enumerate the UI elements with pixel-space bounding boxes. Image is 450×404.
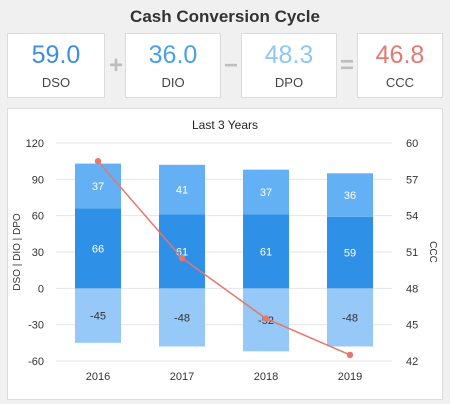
y-tick-label: 120 [26,138,44,150]
ccc-point [178,254,186,262]
bar-dio [243,169,289,215]
y-tick-label: -60 [28,356,44,368]
kpi-value: 59.0 [31,41,81,69]
minus-operator: − [223,52,238,79]
kpi-card-ccc: 46.8 CCC [357,33,443,98]
data-label-dio: 41 [176,185,188,197]
y-tick-label: 90 [32,174,44,186]
kpi-card-dio: 36.0 DIO [125,33,221,98]
bar-dio [327,173,373,217]
data-label-dio: 37 [260,187,272,199]
data-label-dso: 66 [92,243,104,255]
bar-dpo [159,288,205,347]
x-tick-label: 2018 [254,371,278,383]
y-axis-title: DSO | DIO | DPO [12,213,23,291]
kpi-card-dpo: 48.3 DPO [241,33,337,98]
bar-dso [327,216,373,289]
ccc-line [97,160,351,356]
y2-tick-label: 57 [406,174,418,186]
x-tick-label: 2016 [86,371,110,383]
bar-dio [159,164,205,215]
data-label-dpo: -48 [342,312,358,324]
page-title: Cash Conversion Cycle [130,7,320,26]
bar-dso [75,208,121,289]
y2-tick-label: 45 [406,320,418,332]
data-label-dio: 37 [92,181,104,193]
y2-tick-label: 51 [406,247,418,259]
bar-dio [75,163,121,209]
ccc-point [94,157,102,165]
x-tick-label: 2019 [338,371,362,383]
kpi-label: DSO [41,75,71,90]
data-label-dso: 59 [344,248,356,260]
y2-axis-title: CCC [427,241,438,263]
bar-dso [243,214,289,289]
bar-dpo [327,288,373,347]
ccc-point [262,315,270,322]
y2-tick-label: 48 [406,283,418,295]
ccc-point [346,351,354,359]
kpi-value: 36.0 [148,41,198,69]
kpi-value: 48.3 [264,41,314,69]
kpi-label: CCC [385,75,415,90]
y-tick-label: 30 [32,247,44,259]
y2-tick-label: 54 [406,211,418,223]
bar-dso [159,214,205,289]
chart-title: Last 3 Years [192,118,258,132]
data-label-dpo: -45 [90,311,106,323]
y2-tick-label: 42 [406,356,418,368]
kpi-label: DIO [161,75,185,90]
kpi-label: DPO [274,75,304,90]
data-label-dpo: -48 [174,312,190,324]
kpi-card-dso: 59.0 DSO [7,33,105,98]
y-tick-label: 60 [32,211,44,223]
y-tick-label: 0 [38,283,44,295]
y2-tick-label: 60 [406,138,418,150]
kpi-value: 46.8 [375,41,425,69]
y-tick-label: -30 [28,320,44,332]
bar-dpo [75,288,121,343]
equals-operator: = [339,52,354,79]
plus-operator: + [108,52,123,79]
x-tick-label: 2017 [170,371,194,383]
data-label-dso: 61 [260,246,272,258]
data-label-dio: 36 [344,190,356,202]
